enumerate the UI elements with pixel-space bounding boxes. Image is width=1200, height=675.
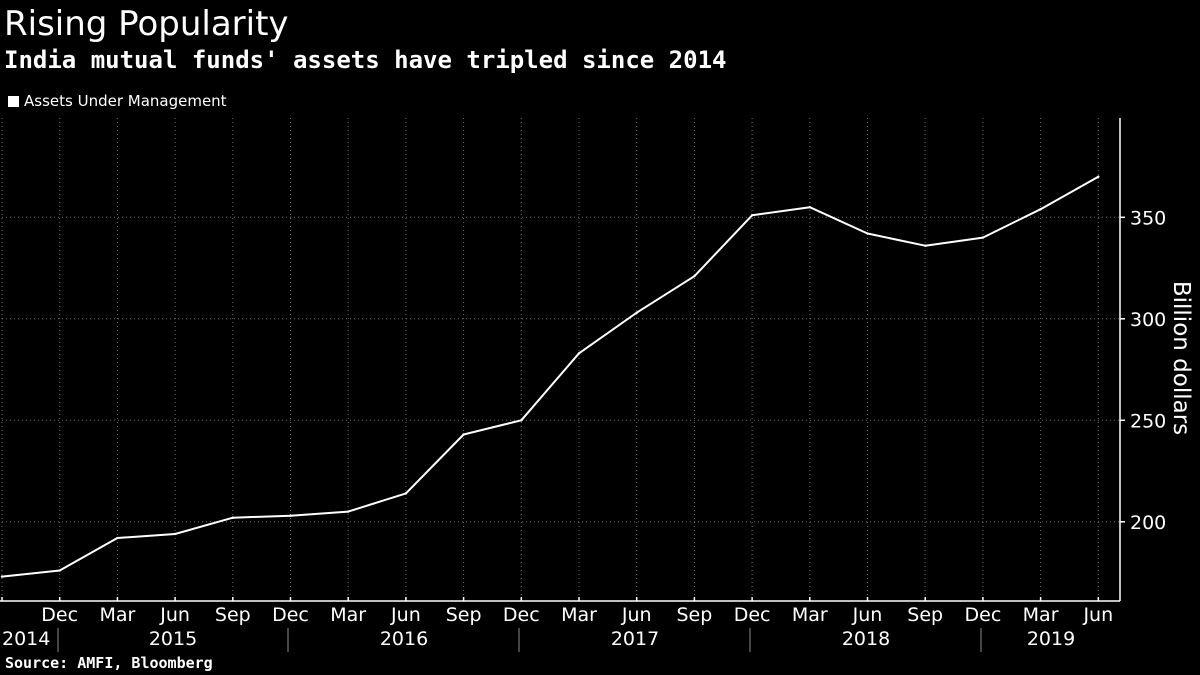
series-line-assets-under-management bbox=[1, 175, 1099, 578]
data-point bbox=[462, 433, 465, 436]
x-tick-label: Mar bbox=[99, 604, 135, 626]
data-point bbox=[116, 536, 119, 540]
x-tick-label: Jun bbox=[621, 604, 652, 626]
x-tick-label: Mar bbox=[1023, 604, 1059, 626]
data-point bbox=[750, 214, 754, 217]
x-tick-label: Dec bbox=[503, 604, 540, 626]
chart-subtitle: India mutual funds' assets have tripled … bbox=[4, 46, 727, 74]
x-year-label: 2018 bbox=[842, 628, 890, 650]
x-tick-label: Jun bbox=[852, 604, 883, 626]
grid bbox=[1, 118, 1120, 600]
series-layer bbox=[0, 175, 1100, 578]
data-point bbox=[981, 236, 985, 239]
x-year-label: 2015 bbox=[149, 628, 197, 650]
source-note: Source: AMFI, Bloomberg bbox=[5, 654, 213, 672]
data-point bbox=[924, 244, 927, 247]
x-tick-label: Dec bbox=[41, 604, 78, 626]
x-tick-label: Sep bbox=[907, 604, 943, 626]
data-point bbox=[0, 575, 4, 578]
data-point bbox=[58, 569, 61, 572]
x-year-label: 2014 bbox=[2, 628, 50, 650]
data-point bbox=[404, 492, 408, 495]
data-point bbox=[520, 419, 523, 422]
x-year-label: 2016 bbox=[380, 628, 428, 650]
x-tick-label: Dec bbox=[734, 604, 771, 626]
x-tick-label: Dec bbox=[965, 604, 1002, 626]
y-tick-label: 200 bbox=[1130, 512, 1166, 534]
tick-labels: 200 250 300 350 Billion dollars Dec Mar Jun Sep D… bbox=[2, 207, 1194, 650]
data-point bbox=[693, 274, 696, 278]
data-point bbox=[866, 232, 869, 235]
x-tick-label: Sep bbox=[676, 604, 712, 626]
data-point bbox=[231, 516, 234, 519]
y-tick-label: 300 bbox=[1130, 309, 1166, 331]
legend-swatch bbox=[8, 95, 19, 107]
x-tick-label: Jun bbox=[1082, 604, 1113, 626]
y-tick-label: 350 bbox=[1130, 207, 1166, 229]
y-tick-label: 250 bbox=[1130, 410, 1166, 432]
data-point bbox=[808, 205, 811, 209]
data-point bbox=[635, 311, 638, 314]
data-point bbox=[347, 510, 350, 513]
axes bbox=[0, 118, 1125, 652]
legend-label: Assets Under Management bbox=[24, 92, 227, 110]
x-year-label: 2019 bbox=[1027, 628, 1075, 650]
x-tick-label: Sep bbox=[446, 604, 482, 626]
x-tick-label: Sep bbox=[215, 604, 251, 626]
data-point bbox=[1039, 207, 1042, 211]
data-point bbox=[577, 352, 581, 355]
x-year-label: 2017 bbox=[611, 628, 659, 650]
x-tick-label: Mar bbox=[561, 604, 597, 626]
x-tick-label: Mar bbox=[792, 604, 828, 626]
x-tick-label: Mar bbox=[330, 604, 366, 626]
data-point bbox=[1097, 175, 1100, 178]
x-tick-label: Jun bbox=[390, 604, 421, 626]
chart-title: Rising Popularity bbox=[4, 4, 289, 44]
legend: Assets Under Management bbox=[8, 91, 227, 111]
data-point bbox=[173, 532, 177, 536]
y-axis-title: Billion dollars bbox=[1168, 281, 1194, 435]
x-tick-label: Dec bbox=[272, 604, 309, 626]
data-point bbox=[289, 514, 292, 517]
x-tick-label: Jun bbox=[159, 604, 190, 626]
